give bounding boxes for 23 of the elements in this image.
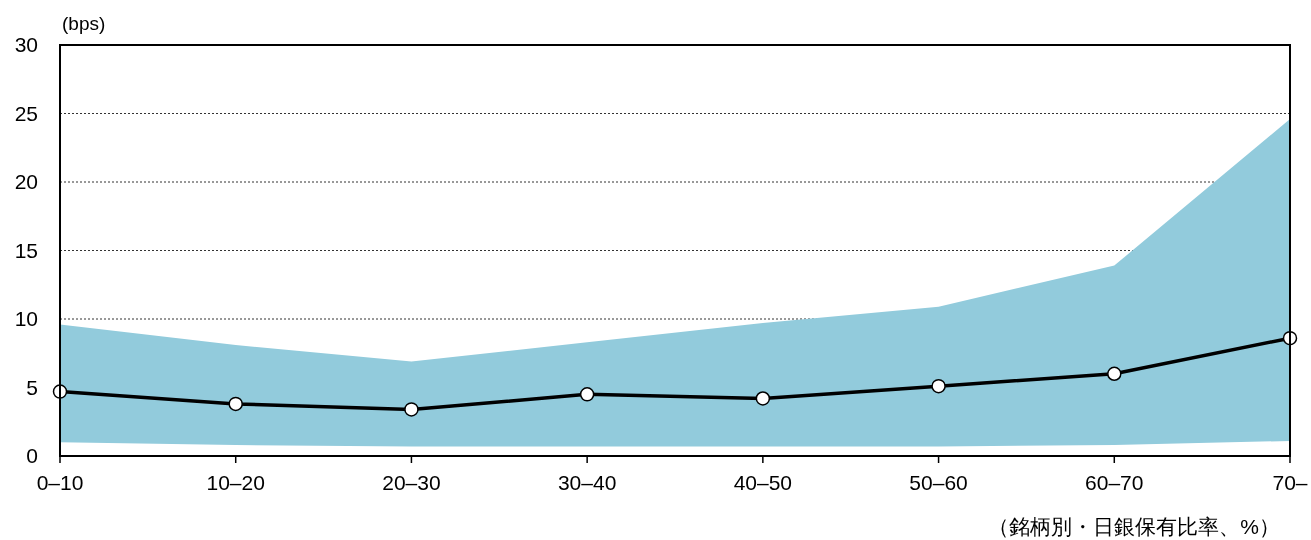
y-tick-label: 20 (14, 170, 38, 193)
y-axis-title: (bps) (62, 13, 106, 34)
x-tick-label: 50–60 (909, 471, 968, 494)
y-tick-label: 25 (14, 101, 38, 125)
x-axis-title: （銘柄別・日銀保有比率、%） (988, 515, 1280, 538)
point (755, 391, 771, 406)
x-tick-label: 30–40 (557, 471, 617, 494)
x-tick-label: 10–20 (206, 471, 265, 494)
y-tick-label: 10 (14, 307, 38, 330)
x-tick-label: 20–30 (382, 471, 441, 494)
point (228, 396, 243, 412)
x-tick-label: 0–10 (36, 471, 84, 494)
x-tick-label: 40–50 (733, 471, 793, 494)
point (404, 402, 419, 417)
point (1107, 366, 1122, 382)
y-tick-label: 15 (14, 238, 38, 262)
x-tick-label: 60–70 (1085, 471, 1144, 494)
point (931, 378, 946, 394)
point (579, 387, 595, 402)
y-tick-label: 30 (14, 33, 38, 56)
x-tick-label: 70– (1272, 471, 1308, 494)
y-tick-label: 0 (26, 444, 38, 467)
y-tick-label: 5 (26, 375, 38, 399)
